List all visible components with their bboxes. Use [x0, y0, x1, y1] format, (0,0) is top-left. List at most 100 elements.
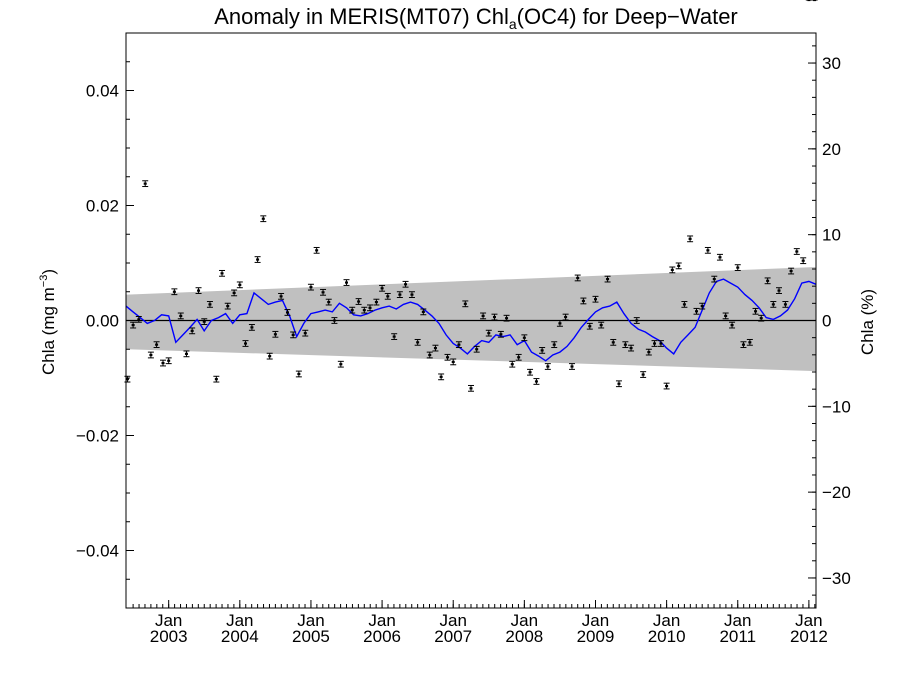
data-point — [331, 317, 338, 324]
data-point — [645, 348, 652, 356]
data-point — [177, 312, 184, 320]
data-point — [248, 324, 255, 331]
data-point — [426, 351, 433, 359]
right-y-axis: 30 20 10 0 −10 −20 −30 — [808, 45, 851, 596]
y2-tick-label: 10 — [822, 226, 841, 245]
data-point — [189, 327, 196, 335]
data-point — [693, 307, 700, 315]
data-point — [663, 382, 670, 390]
data-point — [135, 315, 142, 323]
x-tick-year: 2011 — [719, 627, 756, 646]
data-point — [793, 248, 800, 255]
data-point — [307, 283, 314, 291]
data-point — [598, 321, 605, 329]
y-tick-label: −0.04 — [76, 542, 119, 561]
data-point — [183, 350, 190, 358]
x-tick-month: Jan — [795, 611, 822, 630]
data-point — [290, 331, 297, 339]
data-point — [337, 360, 344, 368]
x-tick-month: Jan — [368, 611, 395, 630]
data-point — [468, 384, 474, 392]
y2-axis-label: Chla (%) — [858, 289, 877, 355]
data-point — [556, 320, 563, 327]
data-point — [640, 371, 647, 378]
data-point — [355, 298, 362, 305]
data-point — [509, 360, 516, 368]
data-point — [574, 274, 581, 282]
x-tick-month: Jan — [582, 611, 609, 630]
data-point — [764, 277, 771, 285]
data-point — [391, 333, 398, 340]
data-point — [396, 291, 403, 298]
y-axis-label: Chla (mg m−3) — [38, 269, 58, 375]
data-point — [432, 344, 439, 352]
data-point — [402, 280, 409, 288]
data-point — [165, 357, 172, 365]
data-point — [366, 304, 373, 312]
data-point — [628, 344, 635, 352]
y-tick-label: 0.00 — [86, 312, 119, 331]
data-point — [800, 257, 807, 265]
x-tick-year: 2008 — [505, 627, 543, 646]
y2-tick-label: −30 — [822, 569, 851, 588]
data-point — [699, 302, 706, 310]
plot-area — [124, 0, 818, 392]
data-point — [302, 329, 309, 337]
data-point — [485, 329, 492, 337]
data-point — [497, 330, 504, 338]
data-point — [278, 292, 285, 300]
data-point — [729, 321, 736, 329]
chart-title: Anomaly in MERIS(MT07) Chla(OC4) for Dee… — [214, 4, 738, 32]
data-point — [752, 307, 759, 315]
uncertainty-band — [126, 267, 816, 372]
data-point — [770, 301, 777, 308]
data-point — [527, 368, 534, 376]
data-point — [206, 301, 213, 308]
data-point — [503, 314, 510, 322]
data-point — [320, 288, 327, 296]
data-point — [224, 302, 231, 310]
x-tick-month: Jan — [511, 611, 538, 630]
y2-tick-label: 0 — [822, 312, 831, 331]
data-point — [450, 358, 457, 366]
data-point — [349, 306, 356, 314]
data-point — [491, 313, 498, 321]
data-point — [343, 279, 350, 286]
data-point — [758, 314, 765, 322]
smoothed-anomaly-line — [125, 278, 817, 362]
data-point — [195, 287, 202, 294]
data-point — [462, 300, 469, 308]
x-tick-year: 2003 — [150, 627, 188, 646]
x-tick-year: 2007 — [434, 627, 472, 646]
data-point — [153, 341, 160, 349]
data-point — [147, 351, 154, 359]
x-axis: Jan2003Jan2004Jan2005Jan2006Jan2007Jan20… — [132, 600, 828, 646]
x-tick-year: 2006 — [363, 627, 401, 646]
data-point — [651, 340, 658, 347]
data-point — [580, 297, 587, 305]
data-point — [254, 256, 261, 263]
data-point — [716, 253, 723, 261]
data-point — [236, 281, 243, 289]
data-point — [473, 345, 480, 353]
data-point — [130, 321, 137, 329]
data-point — [515, 353, 522, 361]
data-point — [669, 266, 676, 274]
data-point — [681, 301, 688, 308]
data-point — [414, 338, 421, 346]
data-point — [740, 341, 747, 349]
y2-tick-label: −20 — [822, 483, 851, 502]
data-point — [444, 353, 451, 361]
monthly-anomaly-points — [124, 0, 818, 392]
data-point — [675, 262, 682, 270]
data-point — [657, 340, 664, 347]
data-point — [124, 375, 131, 383]
data-point — [420, 308, 427, 316]
data-point — [408, 291, 415, 298]
y2-tick-label: −10 — [822, 397, 851, 416]
data-point — [219, 269, 226, 277]
data-point — [562, 313, 569, 321]
data-point — [313, 246, 320, 254]
x-tick-year: 2004 — [221, 627, 259, 646]
data-point — [622, 341, 629, 349]
